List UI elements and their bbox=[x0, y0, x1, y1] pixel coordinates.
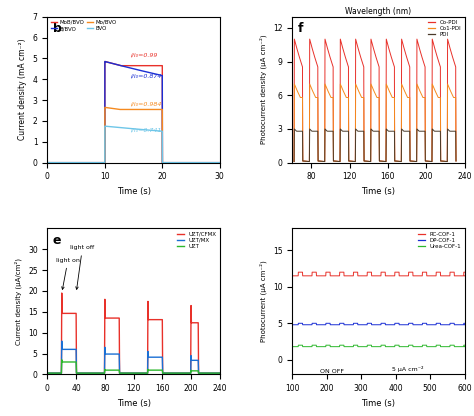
Text: light off: light off bbox=[70, 245, 94, 290]
Legend: UZT/CFMX, UZT/MX, UZT: UZT/CFMX, UZT/MX, UZT bbox=[177, 231, 217, 250]
Text: i/i₀=0.874: i/i₀=0.874 bbox=[131, 73, 162, 78]
Text: ON OFF: ON OFF bbox=[320, 369, 344, 374]
X-axis label: Time (s): Time (s) bbox=[361, 399, 395, 408]
X-axis label: Time (s): Time (s) bbox=[117, 187, 151, 196]
Text: 5 μA cm⁻²: 5 μA cm⁻² bbox=[392, 366, 424, 372]
Title: Wavelength (nm): Wavelength (nm) bbox=[345, 7, 411, 16]
Legend: MoB/BVO, B/BVO, Mo/BVO, BVO: MoB/BVO, B/BVO, Mo/BVO, BVO bbox=[50, 20, 117, 32]
Text: b: b bbox=[53, 22, 62, 35]
Text: f: f bbox=[297, 22, 303, 35]
X-axis label: Time (s): Time (s) bbox=[117, 399, 151, 408]
Legend: Co-PDI, Co1-PDI, PDI: Co-PDI, Co1-PDI, PDI bbox=[428, 20, 462, 38]
Text: e: e bbox=[53, 234, 61, 247]
Text: light on: light on bbox=[56, 258, 80, 290]
Legend: RC-COF-1, DP-COF-1, Urea-COF-1: RC-COF-1, DP-COF-1, Urea-COF-1 bbox=[418, 231, 462, 250]
Y-axis label: Photocurrent (μA cm⁻²): Photocurrent (μA cm⁻²) bbox=[260, 260, 267, 342]
X-axis label: Time (s): Time (s) bbox=[361, 187, 395, 196]
Y-axis label: Current density (mA cm⁻²): Current density (mA cm⁻²) bbox=[18, 39, 27, 141]
Text: i/i₀=0.99: i/i₀=0.99 bbox=[131, 52, 158, 57]
Y-axis label: Photocurrent density (μA cm⁻²): Photocurrent density (μA cm⁻²) bbox=[260, 35, 267, 144]
Text: i/i₀=0.984: i/i₀=0.984 bbox=[131, 102, 162, 106]
Y-axis label: Current density (μA/cm²): Current density (μA/cm²) bbox=[15, 258, 22, 345]
Text: i/i₀=0.741: i/i₀=0.741 bbox=[131, 127, 162, 132]
